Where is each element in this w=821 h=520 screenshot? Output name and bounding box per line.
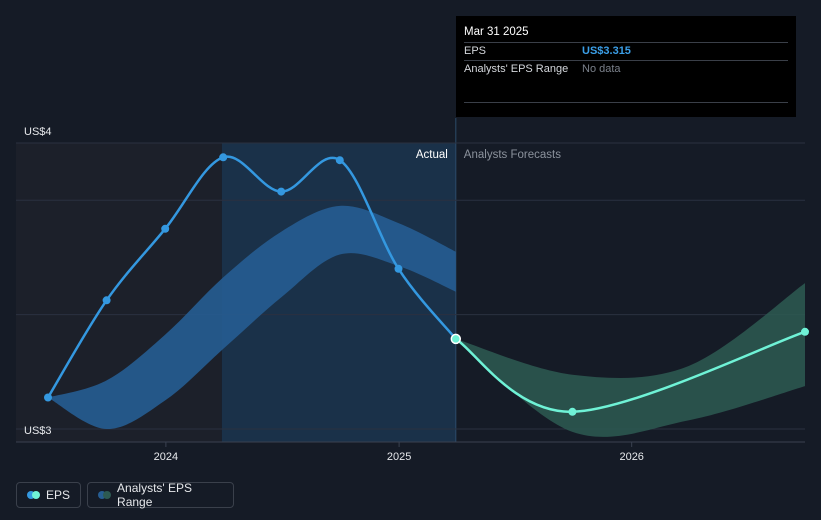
actual-eps-line bbox=[46, 155, 457, 399]
x-tick-label: 2024 bbox=[154, 451, 178, 463]
y-tick-label: US$3 bbox=[24, 425, 52, 437]
tooltip-divider bbox=[464, 78, 788, 103]
tooltip-eps-label: EPS bbox=[464, 45, 487, 57]
legend-eps[interactable]: EPS bbox=[16, 482, 81, 508]
forecast-eps-point bbox=[801, 327, 809, 336]
x-tick-label: 2026 bbox=[619, 451, 643, 463]
actual-eps-point bbox=[161, 224, 170, 233]
tooltip-date: Mar 31 2025 bbox=[464, 26, 529, 38]
actual-eps-point bbox=[450, 333, 462, 345]
actual-eps-point bbox=[277, 187, 286, 196]
tooltip-range-value: No data bbox=[582, 63, 621, 75]
forecast-label: Analysts Forecasts bbox=[464, 149, 561, 161]
forecast-eps-point bbox=[568, 407, 577, 416]
y-tick-label: US$4 bbox=[24, 126, 52, 138]
actual-range-band bbox=[48, 205, 456, 430]
actual-eps-point bbox=[394, 264, 403, 273]
tooltip: Mar 31 2025 EPS US$3.315 Analysts' EPS R… bbox=[456, 16, 796, 117]
x-tick-label: 2025 bbox=[387, 451, 411, 463]
legend-range-label: Analysts' EPS Range bbox=[117, 481, 193, 509]
tooltip-eps-value: US$3.315 bbox=[582, 45, 631, 57]
legend-eps-label: EPS bbox=[45, 488, 70, 502]
legend-range[interactable]: Analysts' EPS Range bbox=[87, 481, 234, 509]
actual-eps-point bbox=[44, 393, 52, 402]
actual-eps-point bbox=[102, 296, 111, 305]
tooltip-range-label: Analysts' EPS Range bbox=[464, 63, 569, 75]
actual-eps-point bbox=[219, 153, 228, 162]
legend-range-swatch-icon bbox=[98, 491, 111, 499]
tooltip-range-row: Analysts' EPS Range No data bbox=[464, 60, 788, 78]
actual-label: Actual bbox=[416, 149, 448, 161]
legend-eps-swatch-icon bbox=[27, 491, 40, 499]
forecast-range-band bbox=[455, 283, 805, 437]
tooltip-eps-row: EPS US$3.315 bbox=[464, 42, 788, 60]
actual-eps-point bbox=[335, 156, 344, 165]
forecast-eps-line bbox=[455, 330, 806, 414]
